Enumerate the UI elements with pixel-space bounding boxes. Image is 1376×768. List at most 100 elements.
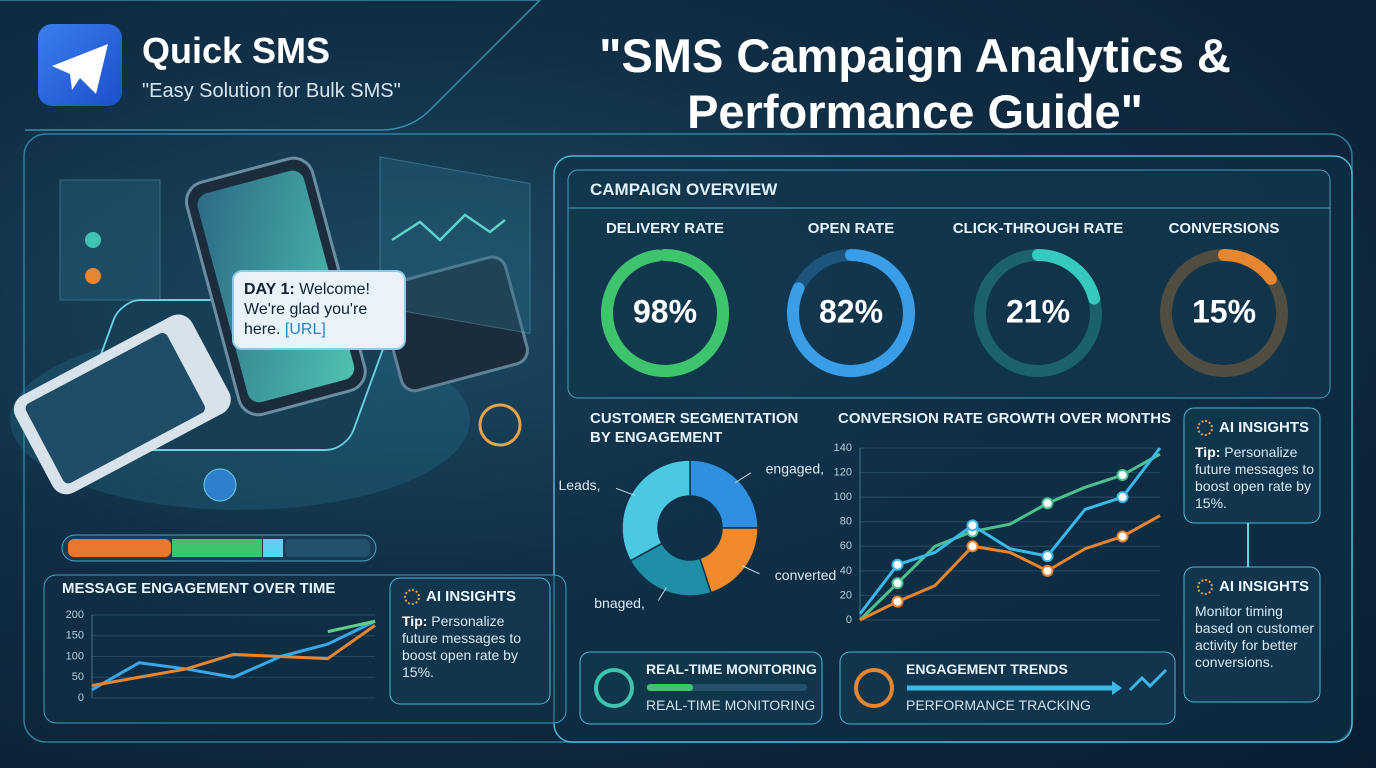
series-line [858,447,1162,615]
chart-title: CUSTOMER SEGMENTATION BY ENGAGEMENT [590,410,798,446]
gauge-value: 98% [633,293,697,329]
insight: AI INSIGHTS Tip: Personalize future messa… [402,588,526,681]
progress-segment [68,539,171,557]
insight-box [1183,407,1321,524]
donut-label: converted [775,567,836,583]
brand-tagline: "Easy Solution for Bulk SMS" [142,80,401,102]
y-tick-label: 120 [834,466,852,478]
y-tick-label: 40 [840,565,852,577]
gauge-title: CLICK-THROUGH RATE [953,220,1124,237]
overview-title: CAMPAIGN OVERVIEW [590,180,778,199]
decor-line [391,213,506,242]
gauge-arc [1218,249,1277,285]
y-tick-label: 0 [846,614,852,626]
series-line [91,624,376,688]
gauge-value: 15% [1192,293,1256,329]
frame-line [0,0,542,131]
donut-label: bnaged, [594,595,645,611]
widget-subtitle: REAL-TIME MONITORING [646,697,816,713]
logo-icon [52,44,108,94]
bubble-link: [URL] [284,321,326,338]
widget-title: ENGAGEMENT TRENDS [906,661,1068,677]
widget-arrow [1112,681,1122,695]
gauge-value: 82% [819,293,883,329]
series-line [858,452,1161,622]
series-line [327,619,376,634]
y-tick-label: 0 [78,692,84,704]
progress-segment [263,539,283,557]
leader-line [615,487,636,496]
y-tick-label: 100 [66,650,84,662]
y-tick-label: 200 [66,609,84,621]
phone-left [13,314,231,495]
donut-label: engaged, [766,461,824,477]
widget-icon [594,668,634,708]
insight-title: AI INSIGHTS [1195,419,1317,436]
y-tick-label: 80 [840,516,852,528]
chart-title: CONVERSION RATE GROWTH OVER MONTHS [838,410,1171,427]
y-tick-label: 140 [834,442,852,454]
bubble-text: Welcome! We're glad you're here. [244,281,370,338]
decor-ring [478,403,522,447]
gauge-title: DELIVERY RATE [606,220,724,237]
insight-title: AI INSIGHTS [1195,578,1317,595]
point [891,595,904,608]
gauge-value: 21% [1006,293,1070,329]
series-line [91,619,376,692]
y-tick-label: 50 [72,671,84,683]
progress-segment [285,539,370,557]
gauge-arc [1032,249,1101,305]
gauge-arc [601,249,729,377]
y-tick-label: 60 [840,540,852,552]
point [1041,497,1054,510]
brand-name: Quick SMS [142,30,331,71]
point [1116,530,1129,543]
leader-line [741,565,760,575]
insight-tip: Tip: [1195,444,1221,460]
insight-title: AI INSIGHTS [402,588,526,605]
gauge-title: CONVERSIONS [1169,220,1280,237]
y-tick-label: 20 [840,589,852,601]
bubble-day: DAY 1: [244,281,295,298]
widget-icon [854,668,894,708]
floating-card [59,179,161,301]
kpi-panel [567,169,1331,399]
insight: AI INSIGHTS Monitor timing based on custo… [1195,578,1317,671]
floating-chart [379,156,531,335]
chat-bubble: DAY 1: Welcome! We're glad you're here. … [232,270,406,350]
insight-text: Personalize future messages to boost ope… [402,613,522,680]
point [891,577,904,590]
widget-title: REAL-TIME MONITORING [646,661,817,677]
insight-text: Monitor timing based on customer activit… [1195,603,1315,670]
insight-box [389,577,551,705]
insight-text: Personalize future messages to boost ope… [1195,444,1315,511]
chart-title: MESSAGE ENGAGEMENT OVER TIME [62,580,335,597]
widget-bar [647,684,693,691]
insight-box [1183,566,1321,703]
donut-segment [689,459,759,529]
gauge-title: OPEN RATE [808,220,894,237]
progress-segment [172,539,262,557]
point [1116,491,1129,504]
y-tick-label: 150 [66,630,84,642]
point [1041,564,1054,577]
series-line [859,514,1161,622]
widget-subtitle: PERFORMANCE TRACKING [906,697,1091,713]
insight: AI INSIGHTS Tip: Personalize future messa… [1195,419,1317,512]
donut-label: Leads, [558,477,600,493]
point [966,540,979,553]
decor-dot [85,232,101,248]
point [891,558,904,571]
y-tick-label: 100 [834,491,852,503]
widget-trend [1128,668,1168,692]
point [1116,469,1129,482]
point [1041,550,1054,563]
decor-dot [85,268,101,284]
insight-tip: Tip: [402,613,428,629]
leader-line [657,587,667,601]
donut-segment [621,459,691,562]
page-title: "SMS Campaign Analytics & Performance Gu… [599,29,1231,138]
point [966,519,979,532]
leader-line [734,472,752,484]
decor-ring [203,468,237,502]
